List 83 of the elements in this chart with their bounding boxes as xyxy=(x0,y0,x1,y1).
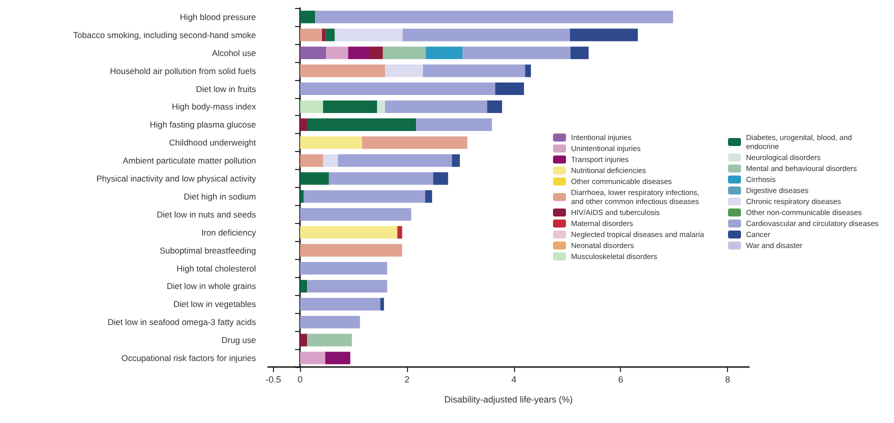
y-tick-label: High fasting plasma glucose xyxy=(150,120,256,130)
bar xyxy=(322,28,326,42)
x-tick-label: 4 xyxy=(511,374,516,384)
bar xyxy=(326,28,335,42)
bar xyxy=(323,100,378,114)
bar xyxy=(377,100,386,114)
bar xyxy=(382,46,426,60)
y-tick-label: Occupational risk factors for injuries xyxy=(121,353,256,364)
bar xyxy=(452,154,460,167)
bar xyxy=(300,154,324,167)
x-axis-title: Disability-adjusted life-years (%) xyxy=(444,394,573,404)
bar xyxy=(300,46,326,60)
bar xyxy=(487,100,502,114)
bar xyxy=(402,28,570,42)
bar xyxy=(495,82,524,96)
y-tick-label: Suboptimal breastfeeding xyxy=(160,245,256,256)
x-tick-label: 8 xyxy=(725,374,730,384)
bar xyxy=(380,298,384,310)
bar xyxy=(328,172,434,185)
bar xyxy=(315,10,674,24)
bar xyxy=(307,280,388,293)
y-tick-label: Alcohol use xyxy=(212,48,256,58)
bar xyxy=(433,172,448,185)
y-tick-label: Diet low in nuts and seeds xyxy=(156,209,256,220)
bar xyxy=(300,226,398,239)
bar xyxy=(362,136,468,149)
bar xyxy=(462,46,570,60)
bar xyxy=(304,190,426,203)
bar xyxy=(300,316,360,328)
y-tick-label: High total cholesterol xyxy=(176,263,256,274)
bar xyxy=(300,82,496,96)
x-tick-label: 0 xyxy=(298,374,303,384)
y-tick-label: Diet low in seafood omega-3 fatty acids xyxy=(108,317,256,328)
bar xyxy=(338,154,452,167)
bar xyxy=(300,352,326,364)
y-tick-label: Childhood underweight xyxy=(169,138,257,148)
bar xyxy=(307,334,352,346)
y-tick-label: Diet low in vegetables xyxy=(173,299,256,310)
y-tick-label: Household air pollution from solid fuels xyxy=(110,66,256,76)
y-tick-label: Physical inactivity and low physical activity xyxy=(96,174,257,184)
y-tick-label: Diet low in whole grains xyxy=(166,281,256,292)
y-tick-label: Diet high in sodium xyxy=(184,191,256,202)
bar xyxy=(300,244,402,257)
y-tick-label: Diet low in fruits xyxy=(196,84,256,94)
bar xyxy=(326,46,348,60)
bar xyxy=(422,64,526,78)
bar xyxy=(348,46,370,60)
bar xyxy=(307,118,416,131)
bar xyxy=(300,136,362,149)
bar xyxy=(369,46,383,60)
bar xyxy=(300,10,316,24)
bar xyxy=(426,46,463,60)
bar xyxy=(300,334,308,346)
bar xyxy=(300,100,324,114)
bar xyxy=(300,172,329,185)
bar xyxy=(300,190,304,203)
y-tick-label: Tobacco smoking, including second-hand smoke xyxy=(73,30,256,40)
bar xyxy=(525,64,531,78)
y-tick-label: Drug use xyxy=(222,335,256,346)
bar xyxy=(300,64,386,78)
x-tick-label: 2 xyxy=(404,374,410,384)
bar xyxy=(416,118,492,131)
y-tick-label: Iron deficiency xyxy=(201,227,257,238)
y-tick-label: High blood pressure xyxy=(180,12,256,22)
y-tick-label: Ambient particulate matter pollution xyxy=(122,156,256,166)
y-tick-label: High body-mass index xyxy=(172,102,257,112)
bar xyxy=(300,28,322,42)
bar xyxy=(570,28,638,42)
bar xyxy=(570,46,589,60)
x-tick-label: 6 xyxy=(618,374,624,384)
bar xyxy=(334,28,403,42)
bar xyxy=(300,298,380,310)
bar xyxy=(323,154,338,167)
bar xyxy=(385,100,488,114)
bar xyxy=(300,208,412,221)
bar xyxy=(397,226,402,239)
bar xyxy=(325,352,350,364)
x-tick-label: -0.5 xyxy=(266,374,282,384)
bar xyxy=(425,190,432,203)
bar xyxy=(385,64,423,78)
bar xyxy=(300,118,308,131)
bar xyxy=(300,262,388,275)
bar xyxy=(300,280,308,293)
